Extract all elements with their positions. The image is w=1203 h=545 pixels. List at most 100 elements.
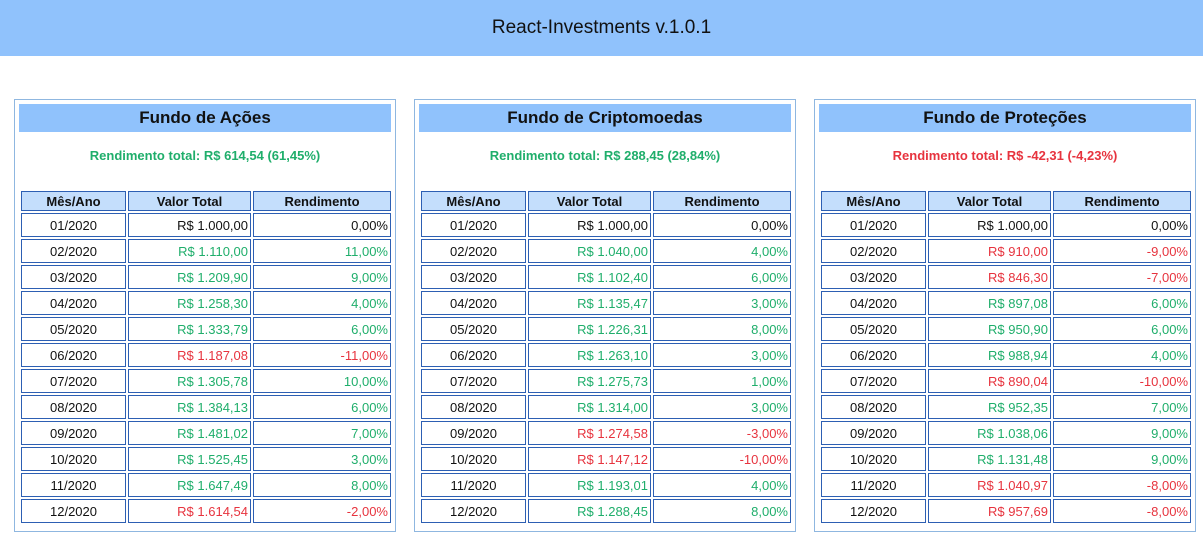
cell-total-value: R$ 897,08: [928, 291, 1051, 315]
cell-yield: -3,00%: [653, 421, 791, 445]
cell-month: 05/2020: [421, 317, 526, 341]
cell-total-value: R$ 846,30: [928, 265, 1051, 289]
cell-yield: 11,00%: [253, 239, 391, 263]
table-row: 05/2020 R$ 1.333,79 6,00%: [21, 317, 391, 341]
table-row: 01/2020 R$ 1.000,00 0,00%: [21, 213, 391, 237]
cell-yield: -8,00%: [1053, 473, 1191, 497]
cell-month: 04/2020: [21, 291, 126, 315]
cell-month: 12/2020: [21, 499, 126, 523]
cell-month: 01/2020: [21, 213, 126, 237]
cell-yield: 4,00%: [653, 473, 791, 497]
cell-yield: 6,00%: [653, 265, 791, 289]
cell-total-value: R$ 1.263,10: [528, 343, 651, 367]
cell-total-value: R$ 1.333,79: [128, 317, 251, 341]
cell-month: 01/2020: [421, 213, 526, 237]
cell-yield: 9,00%: [1053, 421, 1191, 445]
cell-month: 02/2020: [821, 239, 926, 263]
cell-month: 09/2020: [421, 421, 526, 445]
cell-month: 03/2020: [821, 265, 926, 289]
table-row: 03/2020 R$ 846,30 -7,00%: [821, 265, 1191, 289]
cell-total-value: R$ 1.193,01: [528, 473, 651, 497]
table-row: 09/2020 R$ 1.481,02 7,00%: [21, 421, 391, 445]
table-row: 08/2020 R$ 1.384,13 6,00%: [21, 395, 391, 419]
cell-month: 05/2020: [21, 317, 126, 341]
cell-month: 10/2020: [821, 447, 926, 471]
cell-total-value: R$ 1.614,54: [128, 499, 251, 523]
table-row: 02/2020 R$ 1.110,00 11,00%: [21, 239, 391, 263]
cell-total-value: R$ 1.209,90: [128, 265, 251, 289]
fund-total-yield: Rendimento total: R$ 614,54 (61,45%): [89, 148, 321, 163]
cell-yield: -11,00%: [253, 343, 391, 367]
cell-yield: 6,00%: [1053, 317, 1191, 341]
table-row: 03/2020 R$ 1.209,90 9,00%: [21, 265, 391, 289]
cell-yield: -8,00%: [1053, 499, 1191, 523]
cell-yield: 3,00%: [653, 291, 791, 315]
cell-yield: -10,00%: [653, 447, 791, 471]
column-header-month: Mês/Ano: [21, 191, 126, 211]
table-row: 12/2020 R$ 1.614,54 -2,00%: [21, 499, 391, 523]
cell-month: 03/2020: [421, 265, 526, 289]
cell-total-value: R$ 1.274,58: [528, 421, 651, 445]
table-row: 05/2020 R$ 950,90 6,00%: [821, 317, 1191, 341]
cell-yield: -7,00%: [1053, 265, 1191, 289]
column-header-month: Mês/Ano: [421, 191, 526, 211]
table-row: 12/2020 R$ 957,69 -8,00%: [821, 499, 1191, 523]
cell-month: 08/2020: [21, 395, 126, 419]
table-row: 06/2020 R$ 1.263,10 3,00%: [421, 343, 791, 367]
table-row: 08/2020 R$ 952,35 7,00%: [821, 395, 1191, 419]
column-header-yield: Rendimento: [253, 191, 391, 211]
cell-yield: -10,00%: [1053, 369, 1191, 393]
table-row: 09/2020 R$ 1.038,06 9,00%: [821, 421, 1191, 445]
fund-title: Fundo de Criptomoedas: [419, 104, 791, 132]
cell-month: 04/2020: [821, 291, 926, 315]
table-row: 06/2020 R$ 1.187,08 -11,00%: [21, 343, 391, 367]
cell-yield: -9,00%: [1053, 239, 1191, 263]
table-row: 10/2020 R$ 1.131,48 9,00%: [821, 447, 1191, 471]
table-row: 03/2020 R$ 1.102,40 6,00%: [421, 265, 791, 289]
cell-total-value: R$ 910,00: [928, 239, 1051, 263]
table-row: 02/2020 R$ 1.040,00 4,00%: [421, 239, 791, 263]
cell-total-value: R$ 1.258,30: [128, 291, 251, 315]
cell-yield: 0,00%: [653, 213, 791, 237]
cell-total-value: R$ 1.102,40: [528, 265, 651, 289]
cell-month: 10/2020: [21, 447, 126, 471]
cell-month: 06/2020: [821, 343, 926, 367]
cell-total-value: R$ 1.288,45: [528, 499, 651, 523]
cell-total-value: R$ 1.000,00: [528, 213, 651, 237]
fund-card-protecoes: Fundo de Proteções Rendimento total: R$ -…: [814, 99, 1196, 532]
cell-month: 08/2020: [421, 395, 526, 419]
table-row: 10/2020 R$ 1.525,45 3,00%: [21, 447, 391, 471]
cell-yield: 9,00%: [1053, 447, 1191, 471]
cell-month: 11/2020: [21, 473, 126, 497]
cell-yield: 7,00%: [253, 421, 391, 445]
cell-month: 06/2020: [21, 343, 126, 367]
cell-month: 03/2020: [21, 265, 126, 289]
table-row: 01/2020 R$ 1.000,00 0,00%: [821, 213, 1191, 237]
fund-total-yield: Rendimento total: R$ 288,45 (28,84%): [489, 148, 721, 163]
table-row: 12/2020 R$ 1.288,45 8,00%: [421, 499, 791, 523]
table-row: 04/2020 R$ 1.135,47 3,00%: [421, 291, 791, 315]
cell-month: 08/2020: [821, 395, 926, 419]
cell-yield: 4,00%: [1053, 343, 1191, 367]
cell-yield: 0,00%: [253, 213, 391, 237]
table-row: 11/2020 R$ 1.193,01 4,00%: [421, 473, 791, 497]
cell-yield: 6,00%: [1053, 291, 1191, 315]
fund-card-acoes: Fundo de Ações Rendimento total: R$ 614,5…: [14, 99, 396, 532]
cell-month: 07/2020: [821, 369, 926, 393]
fund-title: Fundo de Proteções: [819, 104, 1191, 132]
table-row: 02/2020 R$ 910,00 -9,00%: [821, 239, 1191, 263]
cell-yield: 4,00%: [253, 291, 391, 315]
cell-total-value: R$ 890,04: [928, 369, 1051, 393]
cell-total-value: R$ 1.384,13: [128, 395, 251, 419]
cell-total-value: R$ 1.525,45: [128, 447, 251, 471]
cell-month: 04/2020: [421, 291, 526, 315]
cell-total-value: R$ 1.314,00: [528, 395, 651, 419]
cell-month: 02/2020: [21, 239, 126, 263]
cell-month: 07/2020: [421, 369, 526, 393]
column-header-total-value: Valor Total: [528, 191, 651, 211]
table-row: 08/2020 R$ 1.314,00 3,00%: [421, 395, 791, 419]
column-header-total-value: Valor Total: [928, 191, 1051, 211]
cell-total-value: R$ 1.275,73: [528, 369, 651, 393]
cell-yield: 6,00%: [253, 395, 391, 419]
cell-yield: 6,00%: [253, 317, 391, 341]
